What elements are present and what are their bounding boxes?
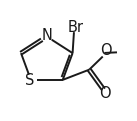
Text: O: O: [101, 43, 112, 58]
Text: O: O: [99, 86, 110, 101]
Text: N: N: [41, 28, 52, 43]
Text: Br: Br: [68, 20, 84, 35]
Text: S: S: [25, 73, 35, 88]
